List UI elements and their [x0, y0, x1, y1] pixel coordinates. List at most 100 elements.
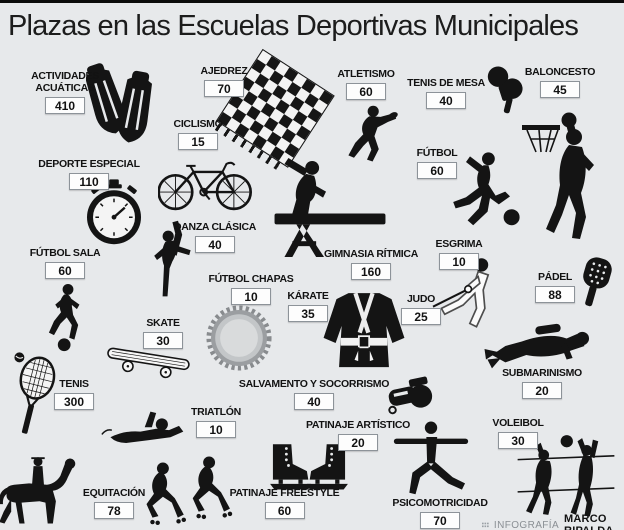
sport-value-badge: 35: [288, 304, 328, 322]
sport-label: BALONCESTO: [524, 66, 596, 78]
item-futbol-sala: FÚTBOL SALA 60: [24, 247, 106, 280]
item-deporte-especial: DEPORTE ESPECIAL 110: [14, 158, 164, 191]
item-submarinismo: SUBMARINISMO 20: [491, 367, 593, 400]
sport-label: EQUITACIÓN: [82, 487, 146, 499]
sport-label: PÁDEL: [537, 271, 573, 283]
sport-label: DEPORTE ESPECIAL: [38, 158, 140, 170]
sport-label: PATINAJE ARTÍSTICO: [305, 419, 411, 431]
sport-value-badge: 30: [498, 431, 538, 449]
roller-skaters-icon: [146, 456, 233, 526]
credit-line: INFOGRAFÍA MARCO RIPALDA: [482, 513, 624, 530]
swim-fins-icon: [86, 63, 152, 143]
sport-label: TENIS DE MESA: [407, 77, 485, 89]
sport-value-badge: 78: [94, 501, 134, 519]
balance-beam-gymnast-icon: [274, 158, 386, 258]
sport-value-badge: 10: [439, 252, 479, 270]
soccer-player-icon: [453, 152, 520, 226]
item-karate: KÁRATE 35: [279, 290, 337, 323]
stretching-figure-icon: [393, 421, 469, 495]
sport-label: SUBMARINISMO: [502, 367, 582, 379]
bottle-cap-icon: [206, 305, 272, 371]
item-atletismo: ATLETISMO 60: [328, 68, 404, 101]
sport-value-badge: 40: [195, 235, 235, 253]
padel-racket-icon: [583, 257, 612, 307]
sport-label: SALVAMENTO Y SOCORRISMO: [238, 378, 390, 390]
sport-label: FÚTBOL: [416, 147, 458, 159]
sport-value-badge: 10: [196, 420, 236, 438]
sport-label: ACTIVIDADES ACUÁTICAS: [31, 70, 99, 94]
sport-label: GIMNASIA RÍTMICA: [324, 248, 418, 260]
basketball-player-icon: [522, 112, 594, 239]
sport-value-badge: 45: [540, 80, 580, 98]
item-padel: PÁDEL 88: [528, 271, 582, 304]
item-danza-clasica: DANZA CLÁSICA 40: [168, 221, 262, 254]
ice-skates-icon: [270, 444, 348, 490]
sport-value-badge: 60: [346, 82, 386, 100]
sport-value-badge: 25: [401, 307, 441, 325]
sport-label: TENIS: [59, 378, 89, 390]
item-voleibol: VOLEIBOL 30: [486, 417, 550, 450]
sport-value-badge: 300: [53, 392, 95, 410]
sport-label: ESGRIMA: [435, 238, 483, 250]
tennis-racket-icon: [14, 352, 56, 434]
item-ajedrez: AJEDREZ 70: [186, 65, 262, 98]
skateboard-icon: [107, 347, 190, 379]
sport-value-badge: 410: [44, 96, 86, 114]
item-futbol-chapas: FÚTBOL CHAPAS 10: [188, 273, 314, 306]
sport-value-badge: 110: [69, 172, 109, 190]
sport-value-badge: 10: [231, 287, 271, 305]
sport-label: CICLISMO: [173, 118, 223, 130]
credit-prefix: INFOGRAFÍA: [493, 519, 560, 530]
item-judo: JUDO 25: [396, 293, 446, 326]
futsal-player-icon: [48, 283, 80, 352]
item-tenis: TENIS 300: [48, 378, 100, 411]
sport-value-badge: 15: [178, 132, 218, 150]
bicycle-icon: [158, 161, 252, 211]
scuba-diver-icon: [484, 323, 590, 369]
item-futbol: FÚTBOL 60: [404, 147, 470, 180]
sport-label: TRIATLÓN: [191, 406, 241, 418]
item-skate: SKATE 30: [134, 317, 192, 350]
sport-value-badge: 20: [338, 433, 378, 451]
sport-value-badge: 88: [535, 285, 575, 303]
table-tennis-paddles-icon: [487, 66, 523, 114]
item-tenis-de-mesa: TENIS DE MESA 40: [400, 77, 492, 110]
sport-label: DANZA CLÁSICA: [173, 221, 257, 233]
sport-value-badge: 160: [350, 262, 392, 280]
martial-arts-gi-icon: [323, 292, 405, 368]
item-equitacion: EQUITACIÓN 78: [78, 487, 150, 520]
sport-label: AJEDREZ: [200, 65, 248, 77]
sport-label: FÚTBOL CHAPAS: [208, 273, 294, 285]
item-baloncesto: BALONCESTO 45: [518, 66, 602, 99]
sport-value-badge: 40: [426, 91, 466, 109]
sport-label: SKATE: [146, 317, 180, 329]
sport-label: PATINAJE FREESTYLE: [229, 487, 340, 499]
sport-value-badge: 30: [143, 331, 183, 349]
item-esgrima: ESGRIMA 10: [428, 238, 490, 271]
whistle-icon: [388, 376, 433, 415]
sport-value-badge: 40: [294, 392, 334, 410]
item-salvamento-y-socorrismo: SALVAMENTO Y SOCORRISMO 40: [236, 378, 392, 411]
ballet-dancer-icon: [154, 220, 191, 297]
item-actividades-acuaticas: ACTIVIDADES ACUÁTICAS 410: [16, 70, 114, 115]
item-patinaje-freestyle: PATINAJE FREESTYLE 60: [224, 487, 345, 520]
sport-label: VOLEIBOL: [492, 417, 544, 429]
page-title: Plazas en las Escuelas Deportivas Munici…: [8, 10, 579, 42]
sport-value-badge: 60: [45, 261, 85, 279]
sport-value-badge: 60: [264, 501, 305, 519]
sport-value-badge: 70: [420, 511, 460, 529]
volleyball-players-icon: [517, 435, 615, 517]
sport-label: PSICOMOTRICIDAD: [392, 497, 488, 509]
item-triatlon: TRIATLÓN 10: [184, 406, 248, 439]
sport-label: ATLETISMO: [337, 68, 395, 80]
credit-author: MARCO RIPALDA: [564, 513, 613, 530]
stopwatch-icon: [87, 179, 141, 245]
sport-value-badge: 20: [522, 381, 562, 399]
discus-thrower-icon: [348, 105, 398, 162]
sport-value-badge: 70: [204, 79, 244, 97]
item-patinaje-artistico: PATINAJE ARTÍSTICO 20: [294, 419, 422, 452]
sport-label: FÚTBOL SALA: [29, 247, 101, 259]
item-ciclismo: CICLISMO 15: [161, 118, 235, 151]
sport-label: JUDO: [407, 293, 435, 305]
